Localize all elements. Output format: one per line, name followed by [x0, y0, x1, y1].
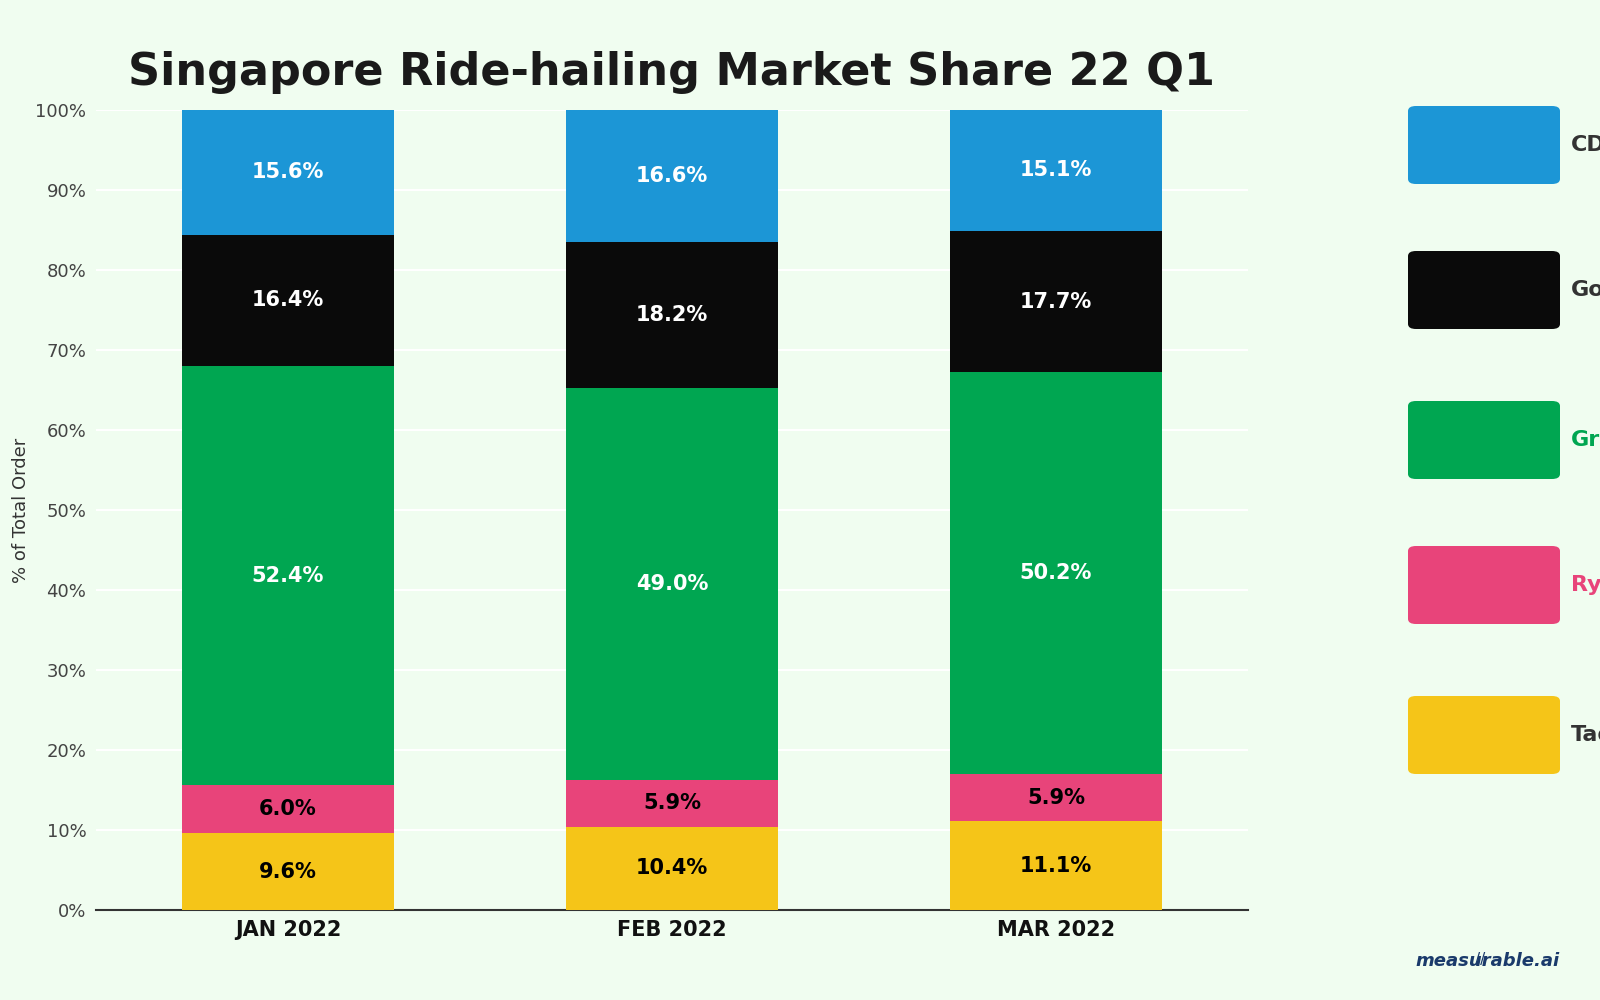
Bar: [182, 110, 394, 235]
Bar: [182, 833, 394, 910]
Bar: [566, 780, 778, 827]
Bar: [182, 235, 394, 366]
Bar: [950, 821, 1162, 910]
Text: //: //: [1475, 952, 1485, 967]
Text: 10.4%: 10.4%: [635, 858, 709, 878]
Text: 5.9%: 5.9%: [643, 793, 701, 813]
Text: 5.9%: 5.9%: [1027, 788, 1085, 808]
Bar: [950, 372, 1162, 774]
Bar: [182, 366, 394, 785]
Bar: [566, 827, 778, 910]
Bar: [950, 110, 1162, 231]
Text: 16.4%: 16.4%: [251, 290, 325, 310]
Bar: [566, 242, 778, 388]
Text: 15.1%: 15.1%: [1019, 160, 1093, 180]
Text: 17.7%: 17.7%: [1019, 292, 1093, 312]
Text: Gojek: Gojek: [1571, 280, 1600, 300]
Bar: [950, 231, 1162, 372]
Text: Tada: Tada: [1571, 725, 1600, 745]
Text: 50.2%: 50.2%: [1019, 563, 1093, 583]
Bar: [566, 109, 778, 242]
Title: Singapore Ride-hailing Market Share 22 Q1: Singapore Ride-hailing Market Share 22 Q…: [128, 51, 1216, 94]
Text: 11.1%: 11.1%: [1019, 856, 1093, 876]
Text: 18.2%: 18.2%: [635, 305, 709, 325]
Text: 9.6%: 9.6%: [259, 862, 317, 882]
Text: measurable.ai: measurable.ai: [1416, 952, 1560, 970]
Text: 16.6%: 16.6%: [635, 166, 709, 186]
Y-axis label: % of Total Order: % of Total Order: [13, 437, 30, 583]
Text: 15.6%: 15.6%: [251, 162, 325, 182]
Bar: [566, 388, 778, 780]
Text: 49.0%: 49.0%: [635, 574, 709, 594]
Text: Ryde: Ryde: [1571, 575, 1600, 595]
Text: 6.0%: 6.0%: [259, 799, 317, 819]
Text: CDG: CDG: [1571, 135, 1600, 155]
Text: 52.4%: 52.4%: [251, 566, 325, 586]
Text: Grab: Grab: [1571, 430, 1600, 450]
Bar: [950, 774, 1162, 821]
Bar: [182, 785, 394, 833]
